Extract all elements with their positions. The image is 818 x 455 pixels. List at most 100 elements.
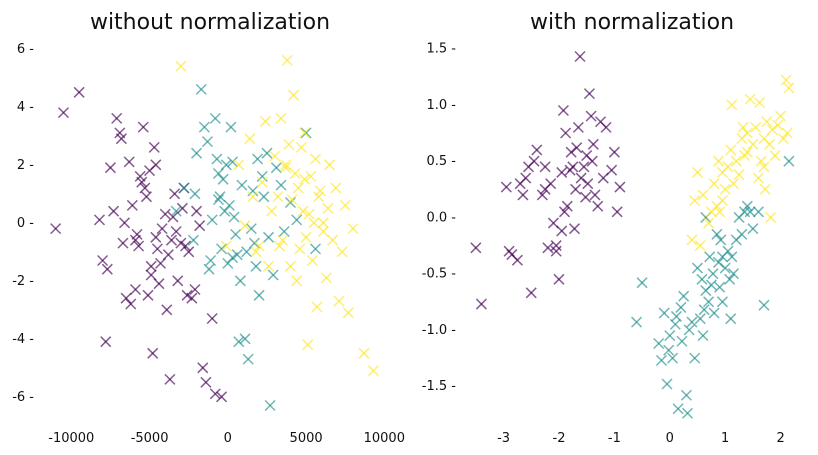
right-scatter-point: [780, 74, 792, 86]
right-y-tick-label: -0.5 -: [422, 267, 456, 282]
right-scatter-point: [592, 200, 604, 212]
left-scatter-point: [336, 246, 348, 258]
left-scatter-point: [297, 205, 309, 217]
left-scatter-point: [211, 153, 223, 165]
right-scatter-point: [752, 172, 764, 184]
left-scatter-point: [247, 191, 259, 203]
left-scatter-point: [170, 225, 182, 238]
left-scatter-point: [256, 170, 268, 182]
left-scatter-point: [298, 127, 311, 139]
right-y-tick-label: 0.5 -: [427, 154, 457, 169]
right-scatter-point: [758, 299, 770, 311]
left-scatter-point: [233, 159, 245, 171]
left-scatter-point: [50, 223, 62, 235]
left-scatter-point: [147, 347, 159, 359]
left-y-tick-label: 4 -: [17, 100, 34, 115]
right-scatter-point: [736, 228, 748, 240]
left-chart: without normalization -10000 -5000 0 5000 10…: [12, 10, 405, 446]
left-scatter-point: [137, 121, 149, 133]
right-scatter-point: [550, 240, 562, 252]
left-scatter-point: [242, 353, 254, 365]
right-scatter-point: [686, 316, 698, 328]
left-scatter-point: [291, 214, 303, 226]
right-x-tick-label: 0: [666, 431, 674, 446]
left-scatter-point: [309, 153, 322, 165]
left-scatter-point: [183, 246, 195, 258]
left-scatter-point: [142, 289, 154, 301]
left-scatter-point: [131, 228, 143, 240]
left-scatter-point: [289, 167, 301, 180]
right-scatter-point: [704, 251, 716, 263]
left-scatter-point: [167, 211, 179, 223]
right-scatter-point: [759, 183, 771, 195]
left-scatter-point: [200, 376, 212, 388]
left-scatter-point: [104, 162, 116, 174]
right-scatter-point: [727, 268, 740, 280]
left-scatter-point: [125, 298, 137, 310]
right-scatter-point: [772, 119, 784, 131]
left-scatter-point: [150, 231, 162, 243]
left-scatter-point: [239, 333, 251, 345]
right-scatter-point: [553, 273, 565, 285]
left-scatter-point: [150, 159, 162, 171]
right-scatter-point: [560, 127, 572, 139]
right-scatter-point: [611, 206, 623, 218]
left-scatter-point: [317, 225, 329, 238]
left-scatter-point: [223, 199, 235, 211]
left-scatter-point: [330, 182, 342, 194]
right-scatter-point: [663, 344, 675, 356]
right-scatter-point: [681, 407, 694, 419]
right-scatter-point: [653, 337, 665, 350]
right-scatter-point: [500, 181, 512, 193]
right-scatter-point: [707, 268, 719, 280]
left-scatter-point: [175, 60, 187, 72]
right-scatter-point: [719, 262, 731, 274]
left-y-tick-label: -4 -: [12, 332, 34, 347]
left-scatter-point: [140, 191, 152, 203]
left-scatter-point: [216, 391, 228, 403]
left-scatter-point: [347, 223, 359, 235]
right-scatter-point: [636, 277, 648, 289]
left-y-tick-label: -2 -: [12, 274, 34, 289]
right-scatter-point: [539, 161, 551, 173]
left-chart-title: without normalization: [90, 10, 330, 35]
right-scatter-point: [761, 116, 773, 128]
right-scatter-point: [557, 104, 569, 117]
right-scatter-point: [741, 127, 753, 139]
right-scatter-point: [696, 273, 708, 285]
right-scatter-point: [711, 228, 723, 240]
right-scatter-point: [661, 378, 673, 390]
right-scatter-point: [694, 240, 706, 252]
left-scatter-point: [253, 289, 265, 301]
right-scatter-point: [705, 279, 717, 291]
right-scatter-point: [726, 251, 738, 263]
right-scatter-point: [658, 307, 670, 319]
right-scatter-point: [511, 254, 523, 266]
left-scatter-point: [309, 243, 322, 255]
left-scatter-point: [118, 217, 131, 229]
right-scatter-point: [589, 189, 601, 201]
left-scatter-point: [266, 205, 278, 217]
right-scatter-point: [550, 245, 562, 257]
right-x-tick-label: 2: [776, 431, 784, 446]
left-scatter-point: [298, 173, 311, 185]
right-scatter-point: [752, 206, 764, 218]
right-scatter-point: [586, 155, 598, 167]
left-scatter-point: [270, 162, 282, 174]
right-scatter-point: [580, 191, 592, 203]
left-scatter-point: [302, 339, 314, 351]
right-scatter-point: [525, 287, 537, 299]
left-scatter-point: [172, 275, 184, 287]
right-scatter-point: [514, 178, 526, 190]
right-scatter-point: [691, 166, 704, 178]
left-scatter-point: [269, 150, 281, 162]
left-scatter-point: [300, 127, 312, 139]
left-scatter-point: [278, 225, 290, 238]
left-scatter-point: [198, 121, 210, 133]
left-scatter-point: [262, 260, 275, 272]
left-scatter-point: [162, 249, 174, 261]
right-scatter-point: [558, 206, 571, 218]
left-scatter-point: [339, 199, 351, 211]
right-scatter-point: [691, 262, 704, 274]
left-scatter-point: [170, 205, 182, 217]
